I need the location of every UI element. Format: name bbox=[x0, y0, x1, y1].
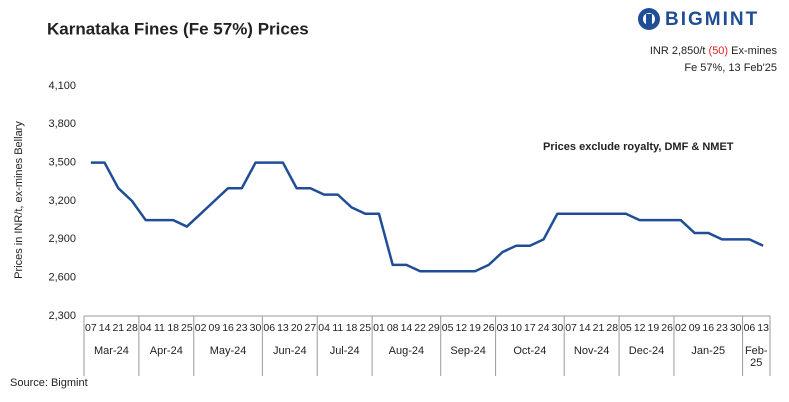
price-line bbox=[90, 161, 764, 273]
price-header: INR 2,850/t (50) Ex-mines bbox=[650, 45, 777, 57]
month-label: Oct-24 bbox=[513, 345, 547, 357]
x-tick-label: 11 bbox=[332, 322, 343, 334]
x-tick-label: 12 bbox=[455, 322, 467, 334]
price-detail: Fe 57%, 13 Feb'25 bbox=[684, 62, 777, 74]
month-label: Nov-24 bbox=[573, 345, 610, 357]
x-tick-label: 23 bbox=[236, 322, 248, 334]
x-tick-label: 02 bbox=[195, 322, 207, 334]
x-tick-label: 14 bbox=[401, 322, 413, 334]
x-tick-label: 11 bbox=[154, 322, 165, 334]
x-tick-label: 05 bbox=[442, 322, 454, 334]
y-tick-label: 3,200 bbox=[48, 195, 76, 207]
x-tick-label: 02 bbox=[675, 322, 687, 334]
price-change: (50) bbox=[708, 45, 729, 57]
x-tick-label: 09 bbox=[208, 322, 220, 334]
y-tick-label: 3,800 bbox=[48, 118, 76, 130]
x-tick-label: 01 bbox=[373, 322, 385, 334]
y-tick-label: 3,500 bbox=[48, 157, 76, 169]
x-tick-label: 23 bbox=[716, 322, 728, 334]
x-tick-label: 10 bbox=[510, 322, 522, 334]
month-label: Mar-24 bbox=[94, 345, 129, 357]
x-tick-label: 18 bbox=[346, 322, 358, 334]
x-tick-label: 28 bbox=[126, 322, 138, 334]
x-tick-label: 07 bbox=[565, 322, 577, 334]
month-label: May-24 bbox=[209, 345, 247, 357]
y-tick-label: 2,600 bbox=[48, 272, 76, 284]
x-tick-label: 13 bbox=[757, 322, 769, 334]
x-tick-label: 07 bbox=[85, 322, 97, 334]
x-tick-label: 06 bbox=[263, 322, 275, 334]
x-tick-label: 20 bbox=[291, 322, 303, 334]
x-tick-label: 13 bbox=[277, 322, 289, 334]
price: INR 2,850/t bbox=[649, 45, 706, 57]
x-tick-label: 26 bbox=[661, 322, 673, 334]
x-tick-label: 30 bbox=[730, 322, 742, 334]
month-label: Jun-24 bbox=[272, 345, 307, 357]
x-tick-label: 14 bbox=[99, 322, 111, 334]
x-tick-label: 16 bbox=[222, 322, 234, 334]
x-tick-label: 25 bbox=[359, 322, 371, 334]
month-label: Sep-24 bbox=[450, 345, 486, 357]
annotation: Prices exclude royalty, DMF & NMET bbox=[543, 141, 734, 153]
y-axis-title: Prices in INR/t, ex-mines Bellary bbox=[13, 121, 25, 279]
month-label: Aug-24 bbox=[388, 345, 425, 357]
x-tick-label: 30 bbox=[250, 322, 262, 334]
basis: Ex-mines bbox=[731, 45, 777, 57]
x-tick-label: 14 bbox=[579, 322, 591, 334]
source: Source: Bigmint bbox=[10, 377, 88, 389]
x-tick-label: 17 bbox=[524, 322, 536, 334]
x-tick-label: 26 bbox=[483, 322, 495, 334]
chart-title: Karnataka Fines (Fe 57%) Prices bbox=[47, 19, 309, 38]
x-tick-label: 18 bbox=[167, 322, 179, 334]
x-tick-label: 04 bbox=[140, 322, 152, 334]
x-tick-label: 25 bbox=[181, 322, 193, 334]
x-tick-label: 04 bbox=[318, 322, 330, 334]
month-label: Apr-24 bbox=[149, 345, 183, 357]
x-tick-label: 19 bbox=[648, 322, 660, 334]
month-label: Jul-24 bbox=[329, 345, 360, 357]
x-tick-label: 05 bbox=[620, 322, 632, 334]
month-label: Feb-25 bbox=[744, 345, 768, 369]
x-tick-label: 12 bbox=[634, 322, 646, 334]
x-tick-label: 08 bbox=[387, 322, 399, 334]
x-tick-label: 28 bbox=[606, 322, 618, 334]
x-tick-label: 21 bbox=[112, 322, 124, 334]
month-label: Dec-24 bbox=[628, 345, 665, 357]
x-tick-label: 30 bbox=[551, 322, 563, 334]
y-tick-label: 4,100 bbox=[48, 80, 76, 92]
brand: BIGMINT bbox=[665, 9, 759, 30]
x-tick-label: 27 bbox=[305, 322, 317, 334]
x-tick-label: 06 bbox=[744, 322, 756, 334]
y-tick-label: 2,900 bbox=[48, 233, 76, 245]
x-tick-label: 03 bbox=[497, 322, 509, 334]
x-tick-label: 24 bbox=[538, 322, 550, 334]
x-tick-label: 22 bbox=[414, 322, 426, 334]
logo bbox=[638, 8, 660, 30]
y-tick-label: 2,300 bbox=[48, 310, 76, 322]
x-tick-label: 16 bbox=[702, 322, 714, 334]
month-label: Jan-25 bbox=[691, 345, 726, 357]
x-tick-label: 29 bbox=[428, 322, 440, 334]
x-tick-label: 09 bbox=[689, 322, 701, 334]
x-tick-label: 19 bbox=[469, 322, 481, 334]
x-tick-label: 21 bbox=[593, 322, 605, 334]
